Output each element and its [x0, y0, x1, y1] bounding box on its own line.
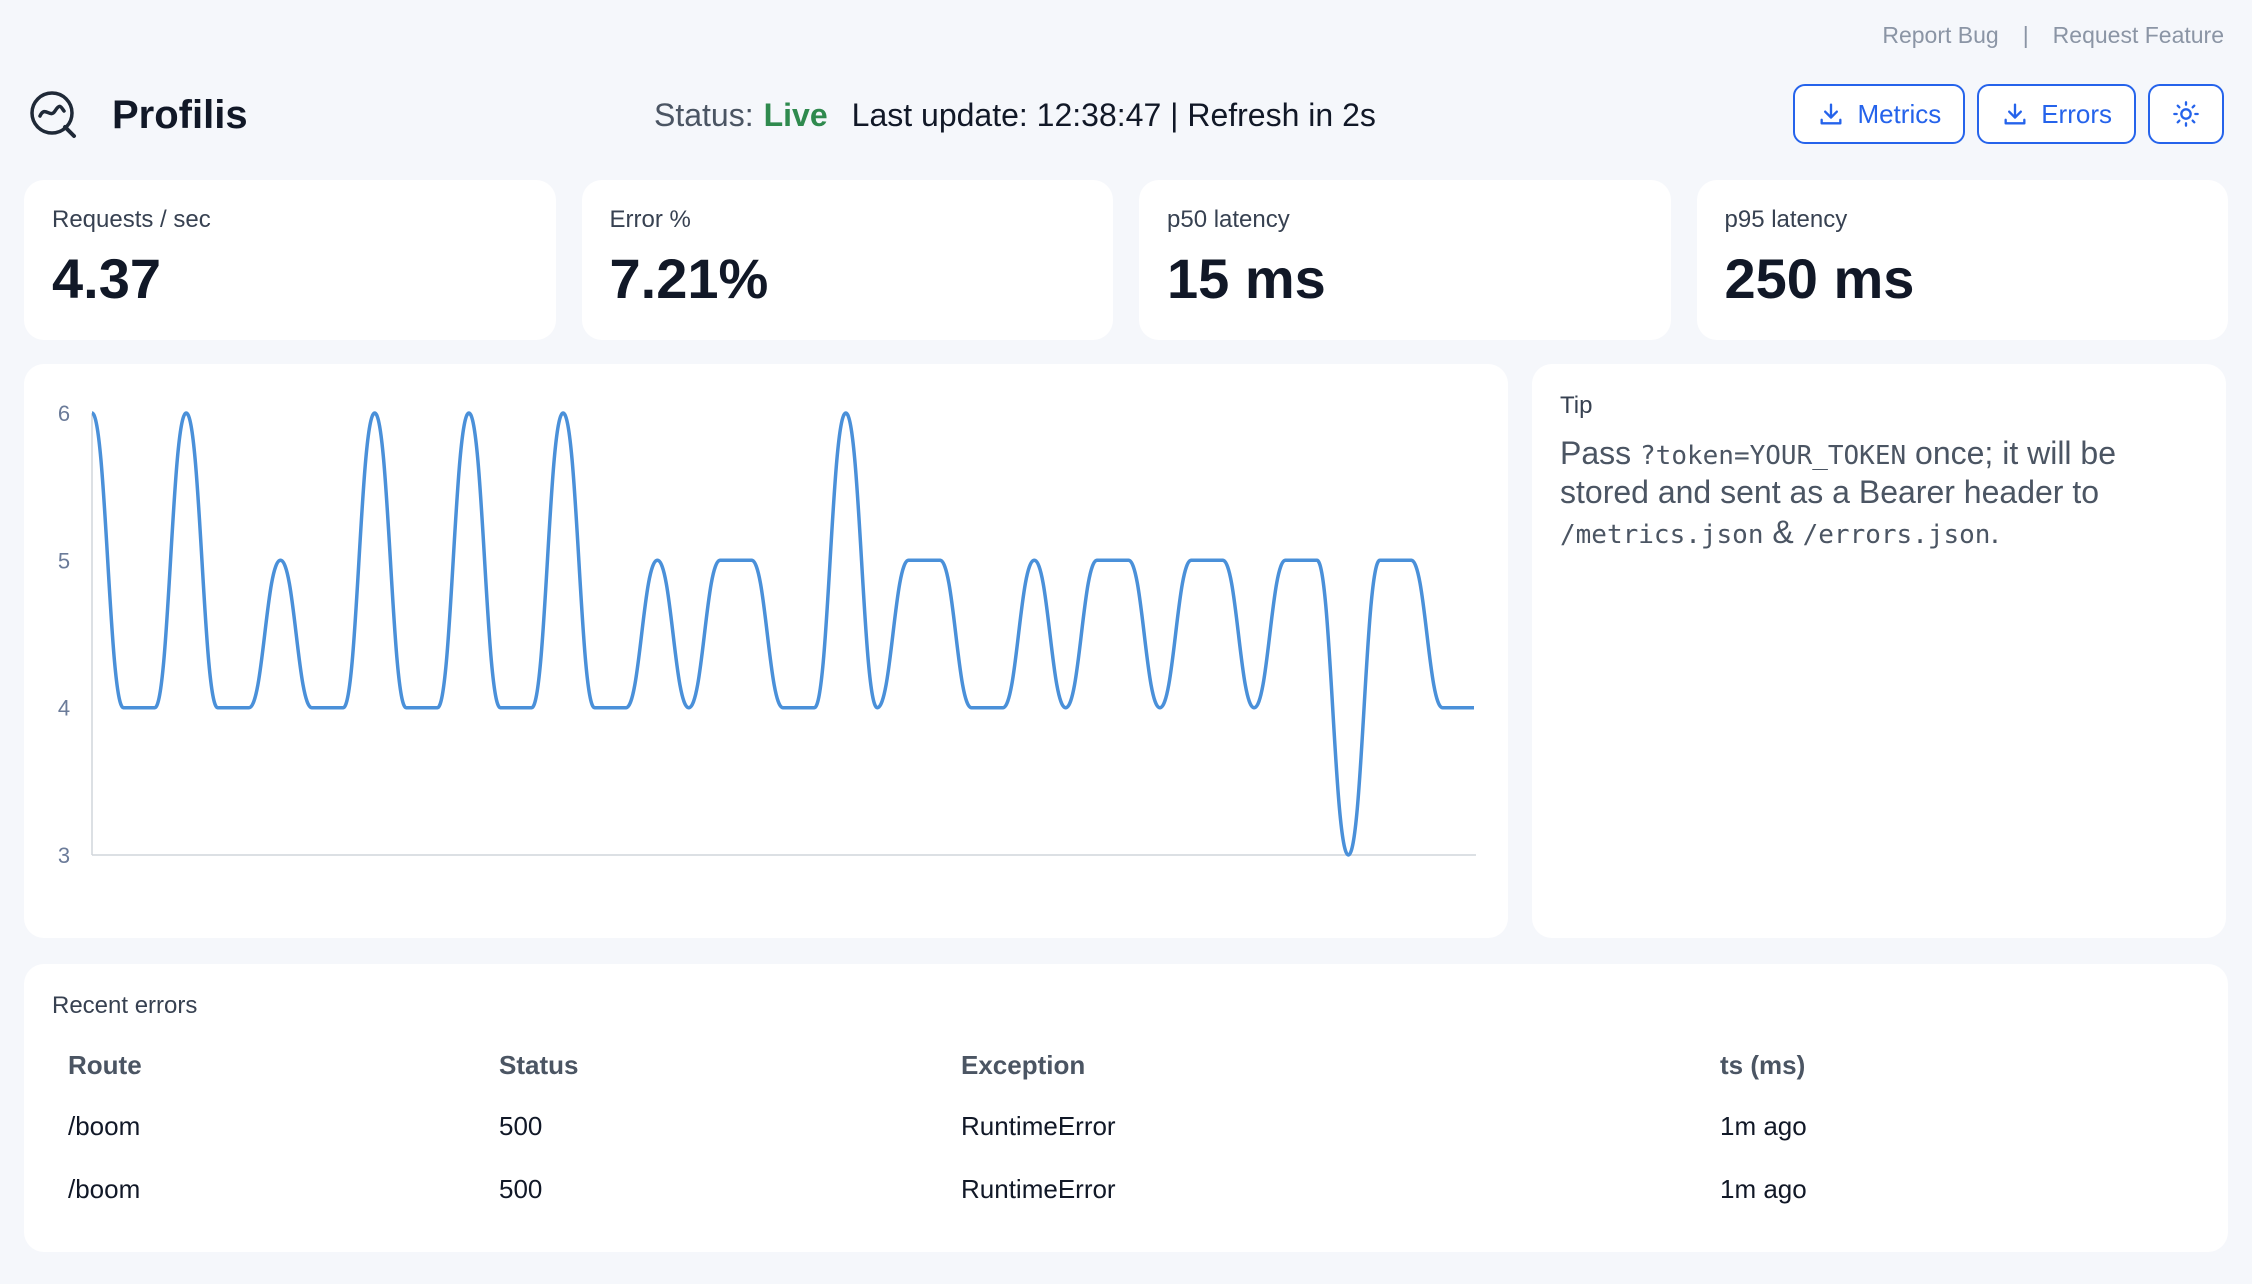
column-header-exception: Exception [961, 1050, 1086, 1080]
errors-button-label: Errors [2041, 98, 2112, 129]
last-update-text: Last update: 12:38:47 | Refresh in 2s [851, 96, 1376, 133]
link-separator: | [2022, 22, 2029, 48]
tip-code-errors: /errors.json [1802, 519, 1991, 550]
table-row: /boom 500 RuntimeError 1m ago [52, 1099, 2200, 1162]
download-errors-button[interactable]: Errors [1977, 84, 2136, 144]
kpi-value: 4.37 [52, 247, 161, 310]
cell-status: 500 [499, 1174, 543, 1204]
kpi-card-p95: p95 latency 250 ms [1696, 180, 2228, 340]
table-header-row: Route Status Exception ts (ms) [52, 1042, 2200, 1099]
errors-table: Route Status Exception ts (ms) /boom 500… [52, 1042, 2200, 1225]
tip-panel: Tip Pass ?token=YOUR_TOKEN once; it will… [1532, 364, 2226, 938]
kpi-card-requests: Requests / sec 4.37 [24, 180, 556, 340]
cell-route: /boom [68, 1174, 141, 1204]
status-bar: Status: Live Last update: 12:38:47 | Ref… [654, 80, 1376, 150]
requests-line-chart: 6 5 4 3 [58, 401, 1476, 868]
kpi-label: p95 latency [1724, 206, 1848, 233]
tip-text: Pass ?token=YOUR_TOKEN once; it will be … [1560, 434, 2198, 552]
download-icon [1820, 103, 1842, 125]
top-links: Report Bug | Request Feature [1882, 22, 2224, 49]
tip-text-part: & [1763, 513, 1803, 550]
kpi-card-p50: p50 latency 15 ms [1139, 180, 1671, 340]
header: Profilis Status: Live Last update: 12:38… [28, 80, 2224, 150]
brand-title: Profilis [112, 92, 248, 137]
column-header-status: Status [499, 1050, 579, 1080]
header-actions: Metrics Errors [1793, 84, 2224, 144]
requests-chart-panel: 6 5 4 3 [24, 364, 1508, 938]
status-label: Status: [654, 96, 754, 133]
cell-ts: 1m ago [1720, 1174, 1807, 1204]
y-tick-label: 4 [58, 696, 70, 721]
theme-toggle-button[interactable] [2148, 84, 2224, 144]
tip-text-part: . [1990, 513, 2000, 550]
download-icon [2004, 103, 2026, 125]
cell-route: /boom [68, 1111, 141, 1141]
tip-text-part: Pass [1560, 435, 1641, 471]
cell-status: 500 [499, 1111, 543, 1141]
column-header-route: Route [68, 1050, 142, 1080]
recent-errors-label: Recent errors [52, 992, 198, 1019]
status-badge: Live [763, 96, 828, 133]
request-feature-link[interactable]: Request Feature [2052, 22, 2224, 48]
tip-label: Tip [1560, 392, 1593, 419]
cell-exception: RuntimeError [961, 1174, 1116, 1204]
column-header-ts: ts (ms) [1720, 1050, 1806, 1080]
kpi-value: 250 ms [1724, 247, 1915, 310]
table-row: /boom 500 RuntimeError 1m ago [52, 1162, 2200, 1225]
tip-code-token: ?token=YOUR_TOKEN [1640, 441, 1907, 471]
cell-exception: RuntimeError [961, 1111, 1116, 1141]
tip-text-part: once; it will be stored and sent as a Be… [1560, 435, 2117, 511]
kpi-value: 7.21% [609, 247, 769, 310]
tip-code-metrics: /metrics.json [1560, 519, 1764, 550]
metrics-button-label: Metrics [1857, 98, 1942, 129]
sun-icon [2173, 101, 2199, 127]
cell-ts: 1m ago [1720, 1111, 1807, 1141]
kpi-card-error-rate: Error % 7.21% [581, 180, 1113, 340]
kpi-value: 15 ms [1167, 247, 1326, 310]
kpi-label: Requests / sec [52, 206, 211, 233]
recent-errors-panel: Recent errors Route Status Exception ts … [24, 964, 2228, 1252]
y-tick-label: 3 [58, 843, 70, 868]
kpi-label: p50 latency [1167, 206, 1290, 233]
y-tick-label: 6 [58, 401, 70, 426]
profilis-logo-icon [30, 91, 76, 138]
report-bug-link[interactable]: Report Bug [1882, 22, 1999, 48]
kpi-label: Error % [609, 206, 691, 233]
y-tick-label: 5 [58, 548, 70, 573]
download-metrics-button[interactable]: Metrics [1793, 84, 1966, 144]
requests-series-line [90, 411, 1474, 857]
kpi-cards: Requests / sec 4.37 Error % 7.21% p50 la… [24, 180, 2228, 340]
